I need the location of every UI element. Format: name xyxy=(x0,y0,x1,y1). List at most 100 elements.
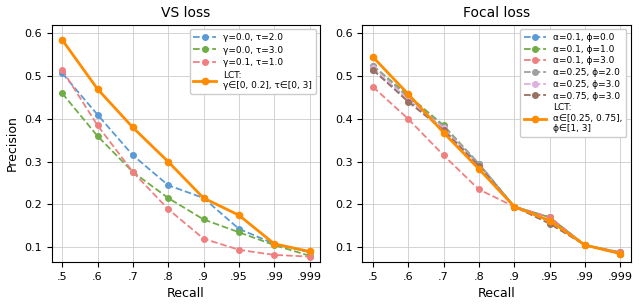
γ=0.0, τ=3.0 xyxy=(235,230,243,234)
Legend: γ=0.0, τ=2.0, γ=0.0, τ=3.0, γ=0.1, τ=1.0, LCT:
γ∈[0, 0.2], τ∈[0, 3]: γ=0.0, τ=2.0, γ=0.0, τ=3.0, γ=0.1, τ=1.0… xyxy=(189,29,316,94)
α=0.1, ϕ=0.0 xyxy=(440,128,447,132)
α=0.25, ϕ=2.0 xyxy=(511,205,518,208)
α=0.1, ϕ=1.0 xyxy=(581,243,589,247)
γ=0.0, τ=2.0 xyxy=(129,153,137,157)
LCT:
α∈[0.25, 0.75],
ϕ∈[1, 3] xyxy=(404,92,412,96)
α=0.75, ϕ=3.0 xyxy=(616,252,624,256)
γ=0.0, τ=2.0 xyxy=(93,113,101,117)
γ=0.0, τ=3.0 xyxy=(93,134,101,138)
α=0.25, ϕ=3.0 xyxy=(440,126,447,130)
LCT:
α∈[0.25, 0.75],
ϕ∈[1, 3] xyxy=(511,205,518,208)
α=0.75, ϕ=3.0 xyxy=(475,164,483,168)
α=0.75, ϕ=3.0 xyxy=(546,222,554,226)
LCT:
γ∈[0, 0.2], τ∈[0, 3] xyxy=(129,126,137,129)
γ=0.1, τ=1.0 xyxy=(93,124,101,127)
α=0.75, ϕ=3.0 xyxy=(369,68,377,72)
γ=0.0, τ=2.0 xyxy=(58,71,66,75)
α=0.1, ϕ=1.0 xyxy=(546,215,554,219)
α=0.75, ϕ=3.0 xyxy=(404,100,412,104)
γ=0.1, τ=1.0 xyxy=(200,237,207,241)
α=0.1, ϕ=0.0 xyxy=(546,215,554,219)
LCT:
α∈[0.25, 0.75],
ϕ∈[1, 3] xyxy=(546,219,554,222)
X-axis label: Recall: Recall xyxy=(477,287,515,300)
α=0.25, ϕ=2.0 xyxy=(546,219,554,222)
α=0.25, ϕ=3.0 xyxy=(546,219,554,222)
α=0.25, ϕ=2.0 xyxy=(581,243,589,247)
γ=0.1, τ=1.0 xyxy=(164,207,172,211)
Line: α=0.75, ϕ=3.0: α=0.75, ϕ=3.0 xyxy=(370,67,623,256)
LCT:
γ∈[0, 0.2], τ∈[0, 3] xyxy=(93,87,101,91)
α=0.25, ϕ=2.0 xyxy=(475,162,483,166)
α=0.25, ϕ=2.0 xyxy=(616,252,624,256)
γ=0.1, τ=1.0 xyxy=(270,253,278,257)
α=0.25, ϕ=3.0 xyxy=(511,205,518,208)
γ=0.0, τ=3.0 xyxy=(306,254,314,258)
γ=0.0, τ=3.0 xyxy=(164,196,172,200)
Line: γ=0.0, τ=2.0: γ=0.0, τ=2.0 xyxy=(60,70,312,255)
γ=0.0, τ=2.0 xyxy=(200,196,207,200)
α=0.1, ϕ=3.0 xyxy=(440,153,447,157)
Line: LCT:
α∈[0.25, 0.75],
ϕ∈[1, 3]: LCT: α∈[0.25, 0.75], ϕ∈[1, 3] xyxy=(370,54,623,257)
α=0.25, ϕ=3.0 xyxy=(616,252,624,256)
γ=0.0, τ=2.0 xyxy=(164,183,172,187)
γ=0.0, τ=3.0 xyxy=(200,218,207,221)
α=0.1, ϕ=0.0 xyxy=(404,98,412,102)
LCT:
γ∈[0, 0.2], τ∈[0, 3] xyxy=(164,160,172,163)
α=0.25, ϕ=3.0 xyxy=(475,164,483,168)
α=0.1, ϕ=1.0 xyxy=(369,64,377,67)
γ=0.1, τ=1.0 xyxy=(129,170,137,174)
LCT:
α∈[0.25, 0.75],
ϕ∈[1, 3] xyxy=(581,243,589,247)
α=0.1, ϕ=0.0 xyxy=(475,162,483,166)
α=0.1, ϕ=3.0 xyxy=(369,85,377,89)
γ=0.0, τ=3.0 xyxy=(129,170,137,174)
LCT:
α∈[0.25, 0.75],
ϕ∈[1, 3] xyxy=(475,167,483,171)
α=0.25, ϕ=2.0 xyxy=(404,96,412,99)
Line: α=0.25, ϕ=3.0: α=0.25, ϕ=3.0 xyxy=(370,65,623,256)
α=0.1, ϕ=0.0 xyxy=(581,243,589,247)
α=0.1, ϕ=1.0 xyxy=(511,205,518,208)
α=0.1, ϕ=3.0 xyxy=(616,251,624,254)
α=0.75, ϕ=3.0 xyxy=(581,243,589,247)
Title: VS loss: VS loss xyxy=(161,6,211,20)
α=0.1, ϕ=0.0 xyxy=(369,68,377,72)
LCT:
γ∈[0, 0.2], τ∈[0, 3] xyxy=(235,213,243,217)
α=0.25, ϕ=3.0 xyxy=(404,98,412,102)
Line: α=0.1, ϕ=3.0: α=0.1, ϕ=3.0 xyxy=(370,84,623,255)
Line: α=0.1, ϕ=0.0: α=0.1, ϕ=0.0 xyxy=(370,67,623,255)
α=0.1, ϕ=1.0 xyxy=(475,162,483,166)
α=0.1, ϕ=0.0 xyxy=(616,251,624,254)
LCT:
α∈[0.25, 0.75],
ϕ∈[1, 3] xyxy=(440,131,447,134)
α=0.1, ϕ=3.0 xyxy=(581,243,589,247)
γ=0.0, τ=2.0 xyxy=(235,227,243,231)
X-axis label: Recall: Recall xyxy=(167,287,205,300)
γ=0.1, τ=1.0 xyxy=(58,68,66,72)
LCT:
γ∈[0, 0.2], τ∈[0, 3] xyxy=(306,250,314,253)
LCT:
α∈[0.25, 0.75],
ϕ∈[1, 3] xyxy=(616,252,624,256)
Line: α=0.1, ϕ=1.0: α=0.1, ϕ=1.0 xyxy=(370,63,623,255)
Line: γ=0.0, τ=3.0: γ=0.0, τ=3.0 xyxy=(60,91,312,259)
α=0.1, ϕ=3.0 xyxy=(511,205,518,208)
Title: Focal loss: Focal loss xyxy=(463,6,530,20)
LCT:
γ∈[0, 0.2], τ∈[0, 3] xyxy=(270,242,278,246)
γ=0.0, τ=3.0 xyxy=(58,91,66,95)
α=0.1, ϕ=3.0 xyxy=(475,188,483,191)
α=0.75, ϕ=3.0 xyxy=(511,205,518,208)
α=0.25, ϕ=2.0 xyxy=(369,64,377,67)
α=0.75, ϕ=3.0 xyxy=(440,128,447,132)
α=0.25, ϕ=2.0 xyxy=(440,125,447,129)
Line: γ=0.1, τ=1.0: γ=0.1, τ=1.0 xyxy=(60,67,312,259)
LCT:
γ∈[0, 0.2], τ∈[0, 3] xyxy=(200,196,207,200)
γ=0.0, τ=2.0 xyxy=(270,242,278,246)
Line: α=0.25, ϕ=2.0: α=0.25, ϕ=2.0 xyxy=(370,63,623,256)
α=0.25, ϕ=3.0 xyxy=(369,66,377,69)
Legend: α=0.1, ϕ=0.0, α=0.1, ϕ=1.0, α=0.1, ϕ=3.0, α=0.25, ϕ=2.0, α=0.25, ϕ=3.0, α=0.75, : α=0.1, ϕ=0.0, α=0.1, ϕ=1.0, α=0.1, ϕ=3.0… xyxy=(520,29,627,137)
α=0.1, ϕ=1.0 xyxy=(616,251,624,254)
α=0.1, ϕ=3.0 xyxy=(546,215,554,219)
Line: LCT:
γ∈[0, 0.2], τ∈[0, 3]: LCT: γ∈[0, 0.2], τ∈[0, 3] xyxy=(59,37,313,255)
α=0.1, ϕ=3.0 xyxy=(404,117,412,121)
γ=0.0, τ=2.0 xyxy=(306,251,314,254)
α=0.1, ϕ=0.0 xyxy=(511,205,518,208)
Y-axis label: Precision: Precision xyxy=(6,116,19,171)
α=0.1, ϕ=1.0 xyxy=(440,124,447,127)
LCT:
γ∈[0, 0.2], τ∈[0, 3] xyxy=(58,38,66,42)
